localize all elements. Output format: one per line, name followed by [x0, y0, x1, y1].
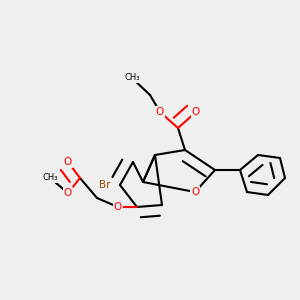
Text: O: O	[192, 107, 200, 117]
Text: CH₃: CH₃	[124, 74, 140, 82]
Text: Br: Br	[100, 180, 111, 190]
Text: O: O	[191, 187, 199, 197]
Text: O: O	[114, 202, 122, 212]
Text: O: O	[156, 107, 164, 117]
Text: O: O	[64, 188, 72, 198]
Text: O: O	[64, 157, 72, 167]
Text: CH₃: CH₃	[42, 173, 58, 182]
